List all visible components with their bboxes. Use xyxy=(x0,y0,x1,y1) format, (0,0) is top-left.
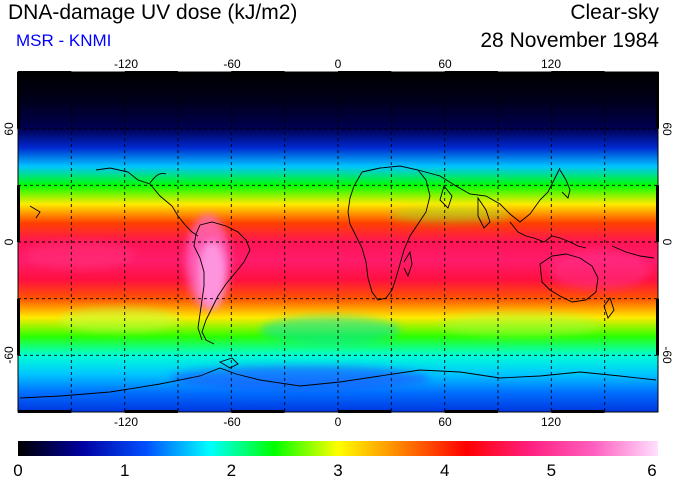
lat-tick-right: -60 xyxy=(660,346,674,364)
frame-tick-right-2 xyxy=(656,185,659,242)
frame-tick-top-1 xyxy=(18,71,72,74)
lat-tick-right: 60 xyxy=(660,122,674,136)
colorbar-label: 5 xyxy=(547,461,556,480)
colorbar-label: 2 xyxy=(227,461,236,480)
north-america-coast xyxy=(95,167,199,237)
andes-halo-patch xyxy=(186,214,230,310)
frame-ticks xyxy=(17,71,659,413)
baja-coast xyxy=(149,172,167,184)
madagascar-coast xyxy=(403,250,413,278)
australia-patch xyxy=(550,250,650,290)
lon-tick-bottom: 60 xyxy=(438,415,452,429)
antarctic-peninsula-coast xyxy=(218,357,239,369)
map-title: DNA-damage UV dose (kJ/m2) xyxy=(8,1,298,24)
frame-tick-right-3 xyxy=(656,298,659,356)
colorbar xyxy=(18,441,658,456)
lat-tick-left: 60 xyxy=(2,122,16,136)
gridlines xyxy=(18,72,658,412)
antarctic-patch xyxy=(170,366,430,390)
atlantic-patch xyxy=(260,316,400,344)
japan-coast xyxy=(559,169,571,199)
frame-tick-top-4 xyxy=(338,71,392,74)
frame-tick-bottom-6 xyxy=(551,410,605,413)
lon-tick-top: -60 xyxy=(223,57,241,71)
hawaii-coast xyxy=(29,205,41,219)
africa-coast xyxy=(347,165,431,301)
india-coast xyxy=(477,196,491,229)
frame-tick-left-2 xyxy=(17,185,20,242)
lon-tick-bottom: 120 xyxy=(541,415,561,429)
frame-tick-top-5 xyxy=(444,71,498,74)
australia-coast xyxy=(539,253,599,303)
frame-tick-bottom-1 xyxy=(18,410,72,413)
frame-tick-top-6 xyxy=(551,71,605,74)
new-zealand-coast xyxy=(603,297,615,319)
pacific-patch xyxy=(60,308,180,332)
frame-tick-bottom-2 xyxy=(124,410,178,413)
coastlines xyxy=(19,165,657,399)
frame-tick-top-2 xyxy=(124,71,178,74)
colorbar-label: 3 xyxy=(333,461,342,480)
lon-tick-top: 0 xyxy=(335,57,342,71)
lat-tick-right: 0 xyxy=(660,239,674,246)
lon-tick-top: 60 xyxy=(438,57,452,71)
colorbar-label: 4 xyxy=(440,461,449,480)
date-label: 28 November 1984 xyxy=(480,29,659,52)
asia-coast xyxy=(417,167,561,223)
north-tropics-patch xyxy=(390,207,510,223)
lon-tick-bottom: -120 xyxy=(114,415,138,429)
lon-tick-top: -120 xyxy=(114,57,138,71)
source-label: MSR - KNMI xyxy=(16,31,112,50)
lon-tick-top: 120 xyxy=(541,57,561,71)
lat-tick-left: -60 xyxy=(2,346,16,364)
map-plot-area xyxy=(18,72,658,412)
arabia-coast xyxy=(439,185,453,209)
indonesia-coast xyxy=(509,221,587,249)
south-america-east-coast xyxy=(199,221,251,345)
colorbar-label: 6 xyxy=(647,461,656,480)
frame-tick-left-3 xyxy=(17,298,20,356)
indian-patch xyxy=(440,313,600,337)
pacific-tropics-patch xyxy=(25,241,135,269)
sky-condition-label: Clear-sky xyxy=(570,1,659,24)
lat-tick-left: 0 xyxy=(2,238,16,245)
colorbar-label: 0 xyxy=(13,461,22,480)
pacific-islands-coast xyxy=(611,245,655,259)
frame-tick-bottom-4 xyxy=(338,410,392,413)
lon-tick-bottom: 0 xyxy=(335,415,342,429)
antarctica-coast xyxy=(19,367,657,399)
frame-tick-right-1 xyxy=(656,72,659,129)
frame-tick-left-1 xyxy=(17,72,20,129)
frame-tick-top-3 xyxy=(231,71,285,74)
lon-tick-bottom: -60 xyxy=(223,415,241,429)
frame-tick-bottom-5 xyxy=(444,410,498,413)
south-america-west-coast xyxy=(193,224,205,341)
frame-tick-bottom-3 xyxy=(231,410,285,413)
colorbar-label: 1 xyxy=(120,461,129,480)
